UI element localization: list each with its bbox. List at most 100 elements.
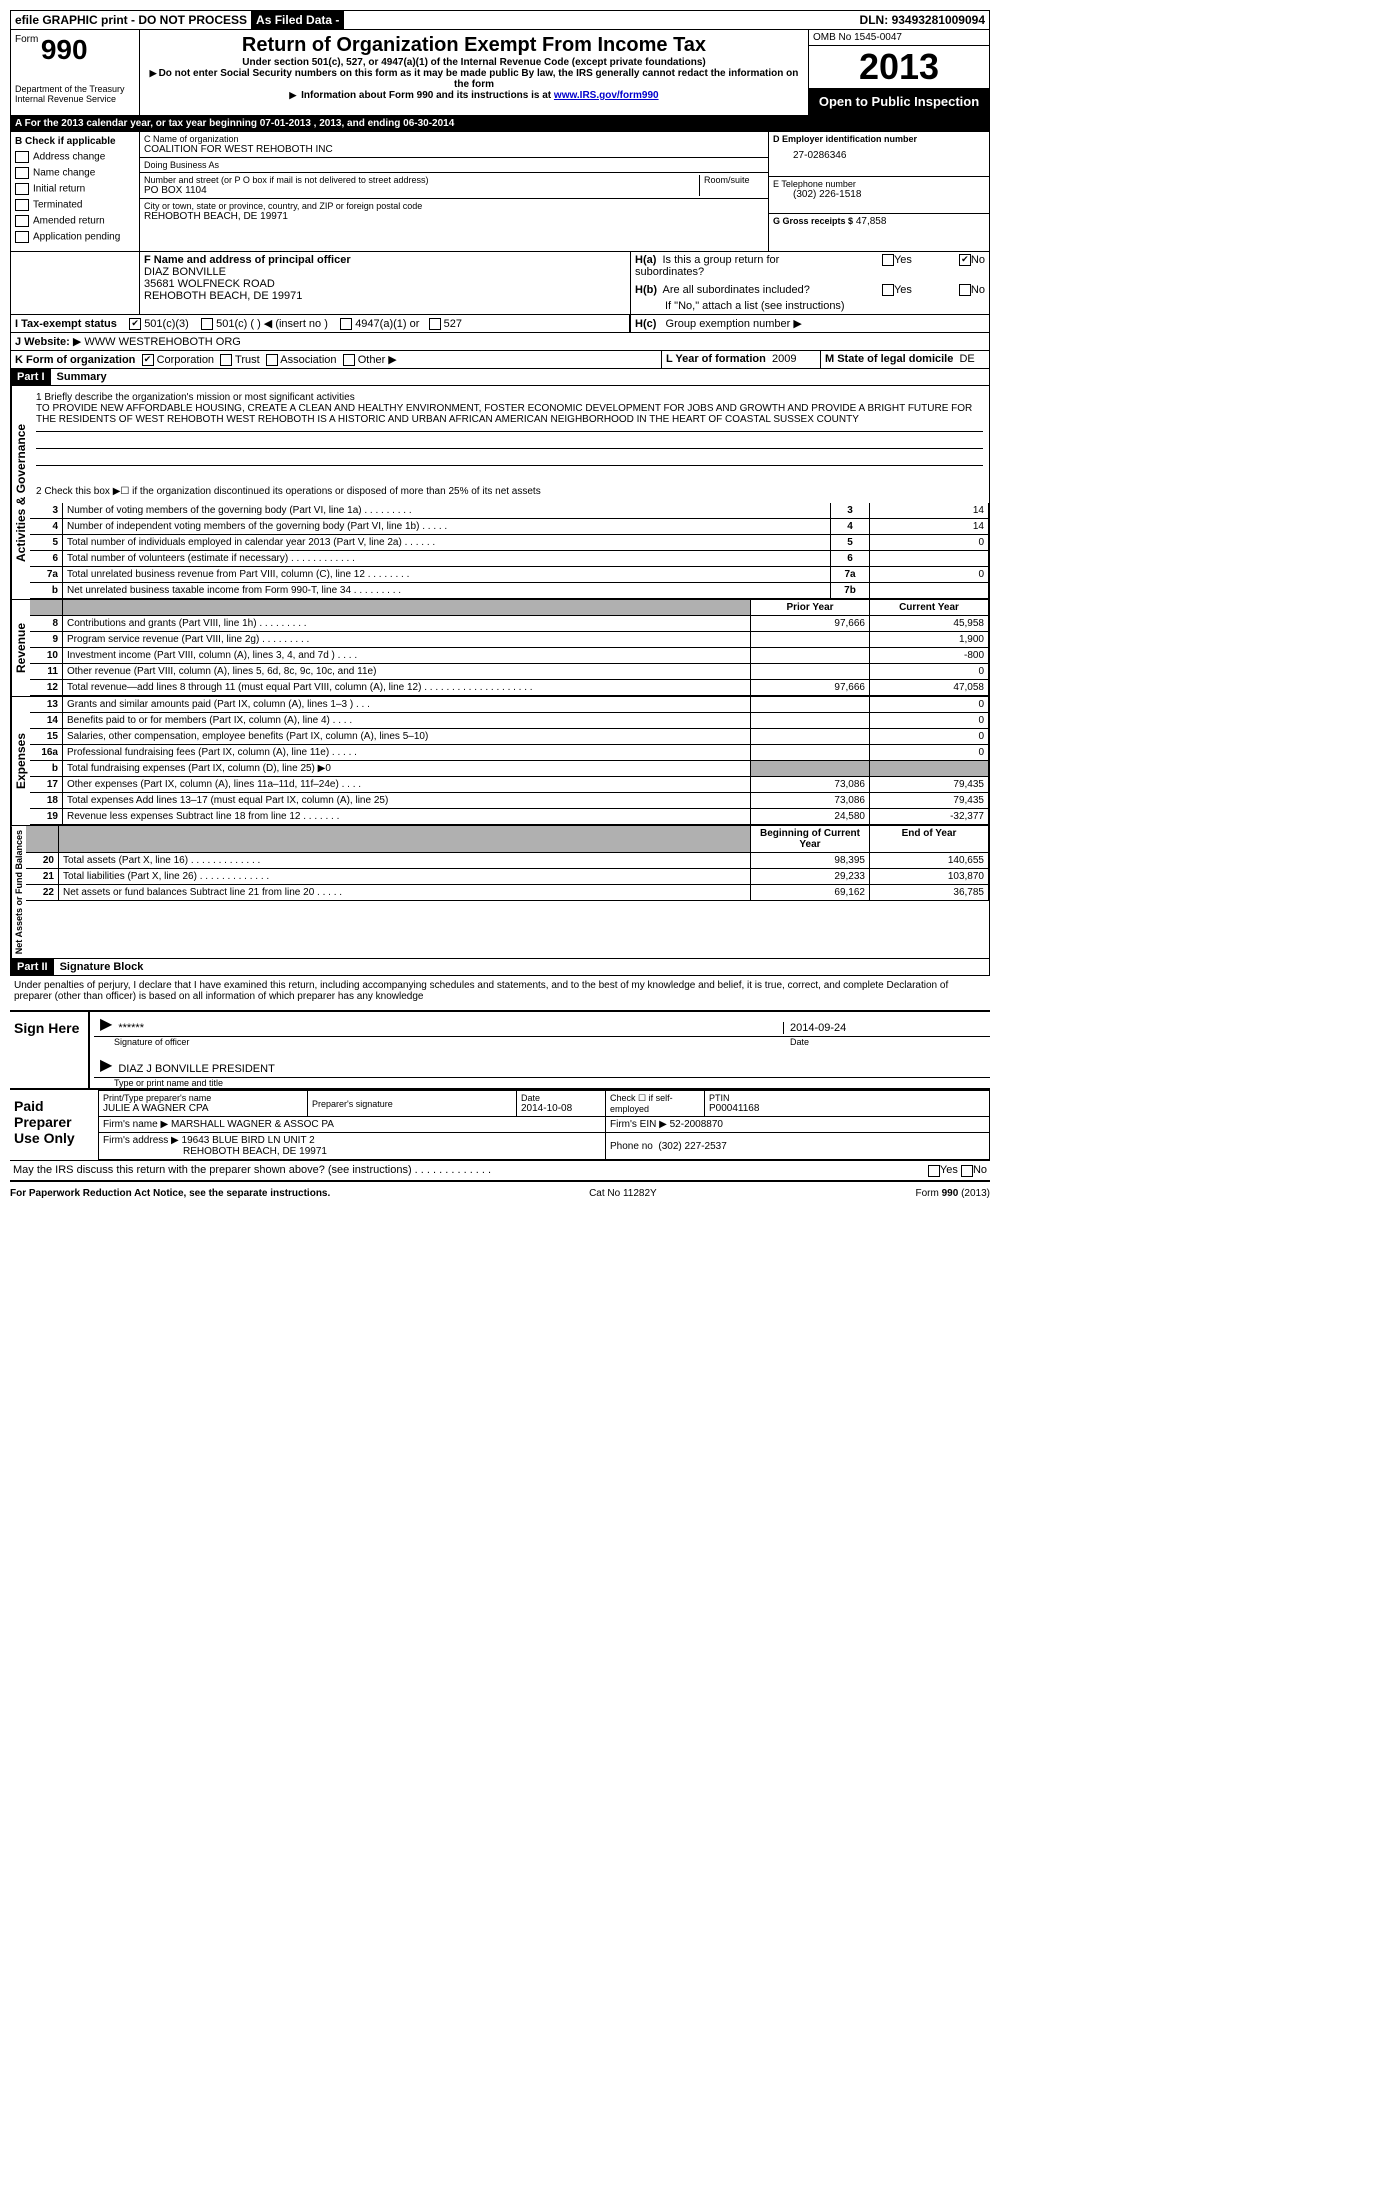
firm-ein: 52-2008870 [670,1119,723,1130]
firm-name: MARSHALL WAGNER & ASSOC PA [171,1119,334,1130]
dln-value: 93493281009094 [892,13,985,27]
f-block: F Name and address of principal officer … [139,252,631,314]
chk-4947[interactable] [340,318,352,330]
section-a-mid: , 2013, and ending [314,118,403,129]
firm-addr-label: Firm's address ▶ [103,1135,179,1146]
part2-label: Part II [11,959,54,975]
hb-no[interactable]: No [959,284,985,296]
mission-text: TO PROVIDE NEW AFFORDABLE HOUSING, CREAT… [36,403,983,425]
part2-header: Part II Signature Block [10,959,990,976]
line2-text: 2 Check this box ▶☐ if the organization … [36,486,983,497]
j-value: WWW WESTREHOBOTH ORG [84,336,240,348]
klm-row: K Form of organization Corporation Trust… [10,351,990,369]
page-footer: For Paperwork Reduction Act Notice, see … [10,1188,990,1199]
net-block: Net Assets or Fund Balances Beginning of… [10,826,990,959]
preparer-table: Print/Type preparer's name JULIE A WAGNE… [98,1090,990,1160]
ha-yes[interactable]: Yes [882,254,912,278]
ein-label: D Employer identification number [773,134,985,144]
org-name: COALITION FOR WEST REHOBOTH INC [144,144,764,155]
subtitle-3: Information about Form 990 and its instr… [144,90,804,101]
discuss-no[interactable]: No [961,1164,987,1176]
dba-label: Doing Business As [144,160,764,170]
gross-label: G Gross receipts $ [773,216,853,226]
f-name: DIAZ BONVILLE [144,266,626,278]
ha-no[interactable]: No [959,254,985,278]
form-header: Form 990 Department of the Treasury Inte… [10,30,990,116]
discuss-yes[interactable]: Yes [928,1164,958,1176]
ein-value: 27-0286346 [773,150,985,161]
i-row: I Tax-exempt status 501(c)(3) 501(c) ( )… [10,315,990,333]
firm-name-label: Firm's name ▶ [103,1119,168,1130]
bcd-block: B Check if applicable Address change Name… [10,132,990,252]
dept-line1: Department of the Treasury [15,84,135,94]
firm-addr1: 19643 BLUE BIRD LN UNIT 2 [182,1135,315,1146]
part1-label: Part I [11,369,51,385]
chk-other[interactable] [343,354,355,366]
gov-table: 3Number of voting members of the governi… [30,503,989,599]
sig-officer-label: Signature of officer [114,1037,784,1047]
part1-header: Part I Summary [10,369,990,386]
prep-self-label[interactable]: Check ☐ if self-employed [610,1093,700,1114]
col-b-header: B Check if applicable [15,136,135,147]
section-a-bar: A For the 2013 calendar year, or tax yea… [10,116,990,132]
fh-block: F Name and address of principal officer … [10,252,990,315]
form-title: Return of Organization Exempt From Incom… [144,34,804,57]
sign-here-label: Sign Here [10,1012,88,1088]
chk-501c3[interactable] [129,318,141,330]
sig-date-label: Date [784,1037,990,1047]
column-c: C Name of organization COALITION FOR WES… [140,132,769,251]
col-b-item[interactable]: Address change [15,151,135,163]
col-b-item[interactable]: Terminated [15,199,135,211]
irs-link[interactable]: www.IRS.gov/form990 [554,90,659,101]
form-number: 990 [41,34,88,65]
l-label: L Year of formation [666,353,766,365]
col-b-item[interactable]: Initial return [15,183,135,195]
hb-note: If "No," attach a list (see instructions… [635,300,985,312]
efile-label: efile GRAPHIC print - DO NOT PROCESS [11,11,252,29]
vlabel-gov: Activities & Governance [11,386,30,599]
firm-addr2: REHOBOTH BEACH, DE 19971 [103,1146,601,1157]
chk-527[interactable] [429,318,441,330]
form-word: Form [15,34,38,45]
prep-ptin: P00041168 [709,1103,985,1114]
prep-date-label: Date [521,1093,601,1103]
open-inspection: Open to Public Inspection [809,88,989,115]
header-right: OMB No 1545-0047 2013 Open to Public Ins… [809,30,989,115]
section-a-begin: 07-01-2013 [260,118,311,129]
f-label: F Name and address of principal officer [144,254,626,266]
chk-501c[interactable] [201,318,213,330]
j-label: J Website: [15,336,70,348]
vlabel-rev: Revenue [11,600,30,696]
sig-name: DIAZ J BONVILLE PRESIDENT [118,1063,990,1075]
subtitle-1: Under section 501(c), 527, or 4947(a)(1)… [144,57,804,68]
sig-name-label: Type or print name and title [114,1078,223,1088]
prep-sig-label: Preparer's signature [312,1099,512,1109]
col-b-item[interactable]: Application pending [15,231,135,243]
hb-yes[interactable]: Yes [882,284,912,296]
omb-number: OMB No 1545-0047 [809,30,989,46]
vlabel-net: Net Assets or Fund Balances [11,826,26,958]
m-label: M State of legal domicile [825,353,953,365]
part1-title: Summary [51,369,113,385]
k-label: K Form of organization [15,354,135,366]
chk-trust[interactable] [220,354,232,366]
phone-value: (302) 226-1518 [773,189,985,200]
asfiled-label: As Filed Data - [252,11,344,29]
col-b-item[interactable]: Name change [15,167,135,179]
col-b-item[interactable]: Amended return [15,215,135,227]
preparer-block: Paid Preparer Use Only Print/Type prepar… [10,1088,990,1160]
chk-assoc[interactable] [266,354,278,366]
firm-phone-label: Phone no [610,1141,653,1152]
phone-label: E Telephone number [773,179,985,189]
j-row: J Website: ▶ WWW WESTREHOBOTH ORG [10,333,990,351]
i-label: I Tax-exempt status [15,318,117,330]
header-center: Return of Organization Exempt From Incom… [140,30,809,115]
l-value: 2009 [772,353,796,365]
section-a-end: 06-30-2014 [403,118,454,129]
vlabel-exp: Expenses [11,697,30,825]
gov-block: Activities & Governance 1 Briefly descri… [10,386,990,600]
chk-corp[interactable] [142,354,154,366]
discuss-row: May the IRS discuss this return with the… [10,1160,990,1181]
col-b-spacer [11,252,139,314]
net-table: Beginning of Current YearEnd of Year20To… [26,826,989,901]
